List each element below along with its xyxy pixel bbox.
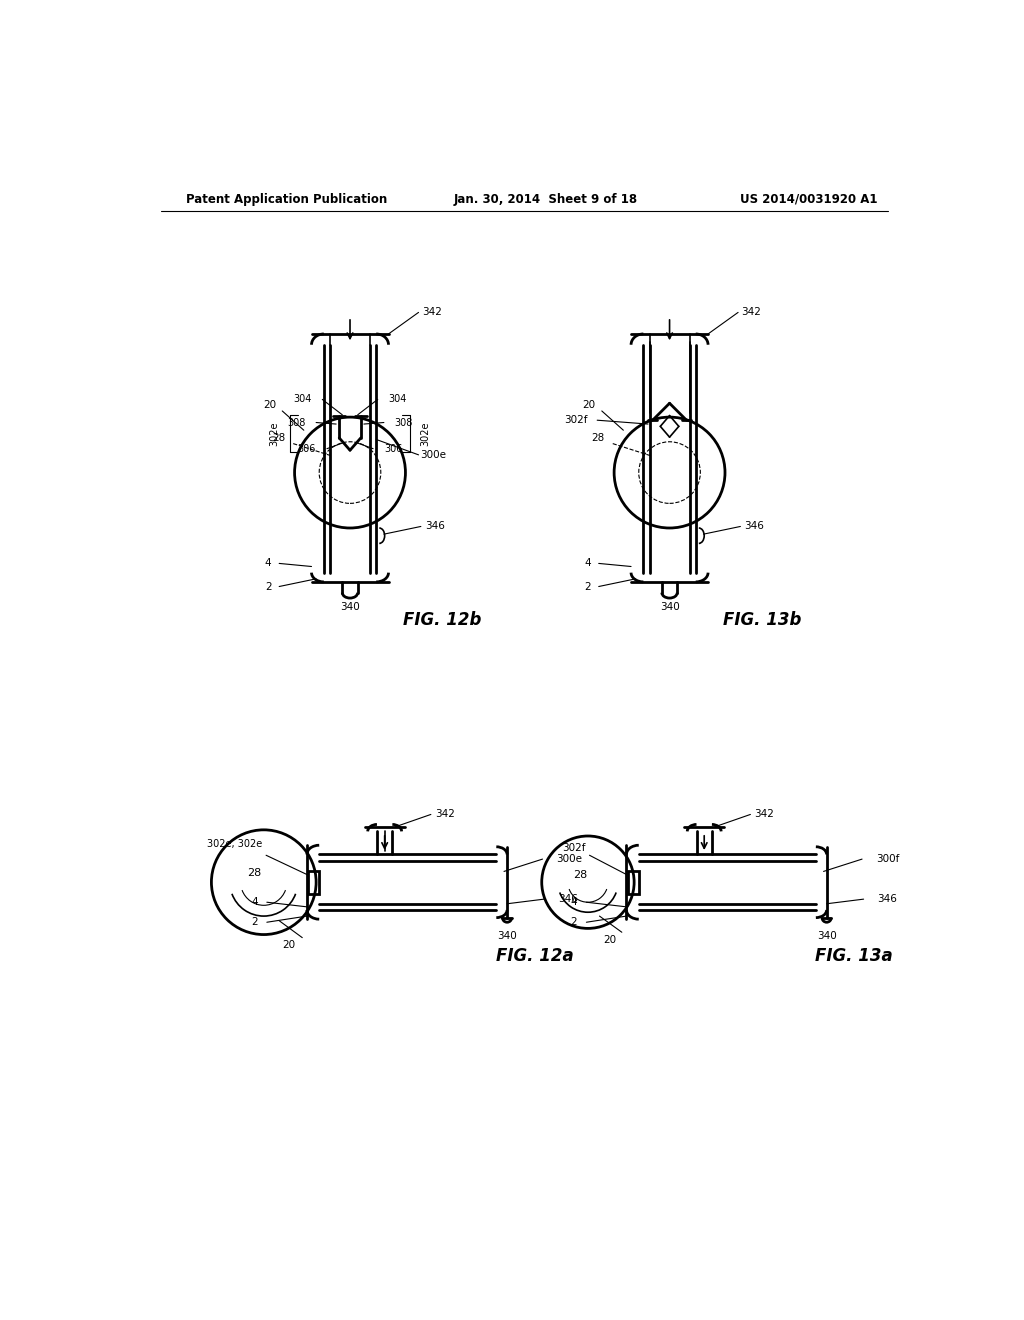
Text: US 2014/0031920 A1: US 2014/0031920 A1 bbox=[740, 193, 878, 206]
Text: 2: 2 bbox=[265, 582, 271, 591]
Text: 4: 4 bbox=[585, 558, 591, 569]
Text: 346: 346 bbox=[744, 521, 764, 532]
Text: 340: 340 bbox=[498, 931, 517, 941]
Text: FIG. 13b: FIG. 13b bbox=[723, 611, 801, 630]
Text: 304: 304 bbox=[388, 395, 407, 404]
Text: 20: 20 bbox=[603, 935, 616, 945]
Text: 302f: 302f bbox=[562, 842, 586, 853]
Text: 302e: 302e bbox=[269, 421, 280, 446]
Text: 306: 306 bbox=[384, 444, 402, 454]
Text: 28: 28 bbox=[592, 433, 605, 444]
Text: 308: 308 bbox=[287, 417, 305, 428]
Text: 342: 342 bbox=[755, 809, 774, 820]
Text: 20: 20 bbox=[583, 400, 596, 409]
Text: 342: 342 bbox=[422, 308, 441, 317]
Text: Patent Application Publication: Patent Application Publication bbox=[186, 193, 387, 206]
Text: 346: 346 bbox=[425, 521, 444, 532]
Text: 340: 340 bbox=[659, 602, 680, 611]
Text: 2: 2 bbox=[251, 917, 258, 927]
Text: 20: 20 bbox=[263, 400, 276, 409]
Text: FIG. 12a: FIG. 12a bbox=[496, 948, 573, 965]
Text: 346: 346 bbox=[878, 894, 897, 904]
Text: FIG. 13a: FIG. 13a bbox=[815, 948, 893, 965]
Text: 346: 346 bbox=[558, 894, 578, 904]
Text: 2: 2 bbox=[585, 582, 591, 591]
Text: 28: 28 bbox=[248, 869, 262, 878]
Text: 4: 4 bbox=[265, 558, 271, 569]
Text: 302f: 302f bbox=[564, 416, 588, 425]
Text: 302e, 302e: 302e, 302e bbox=[207, 838, 262, 849]
Text: Jan. 30, 2014  Sheet 9 of 18: Jan. 30, 2014 Sheet 9 of 18 bbox=[454, 193, 638, 206]
Bar bbox=[308, 871, 319, 894]
Text: 4: 4 bbox=[251, 898, 258, 907]
Text: 302e: 302e bbox=[421, 421, 430, 446]
Text: 2: 2 bbox=[570, 917, 578, 927]
Text: 28: 28 bbox=[573, 870, 588, 879]
Text: 4: 4 bbox=[570, 898, 578, 907]
Text: 304: 304 bbox=[293, 395, 311, 404]
Text: FIG. 12b: FIG. 12b bbox=[403, 611, 481, 630]
Text: 340: 340 bbox=[340, 602, 359, 611]
Text: 20: 20 bbox=[282, 940, 295, 950]
Text: 300f: 300f bbox=[876, 854, 899, 865]
Text: 306: 306 bbox=[298, 444, 316, 454]
Text: 300e: 300e bbox=[556, 854, 583, 865]
Bar bbox=[628, 871, 639, 894]
Text: 340: 340 bbox=[817, 931, 837, 941]
Text: 308: 308 bbox=[394, 417, 413, 428]
Text: 342: 342 bbox=[435, 809, 455, 820]
Text: 28: 28 bbox=[272, 433, 286, 444]
Text: 342: 342 bbox=[741, 308, 761, 317]
Text: 300e: 300e bbox=[420, 450, 446, 459]
